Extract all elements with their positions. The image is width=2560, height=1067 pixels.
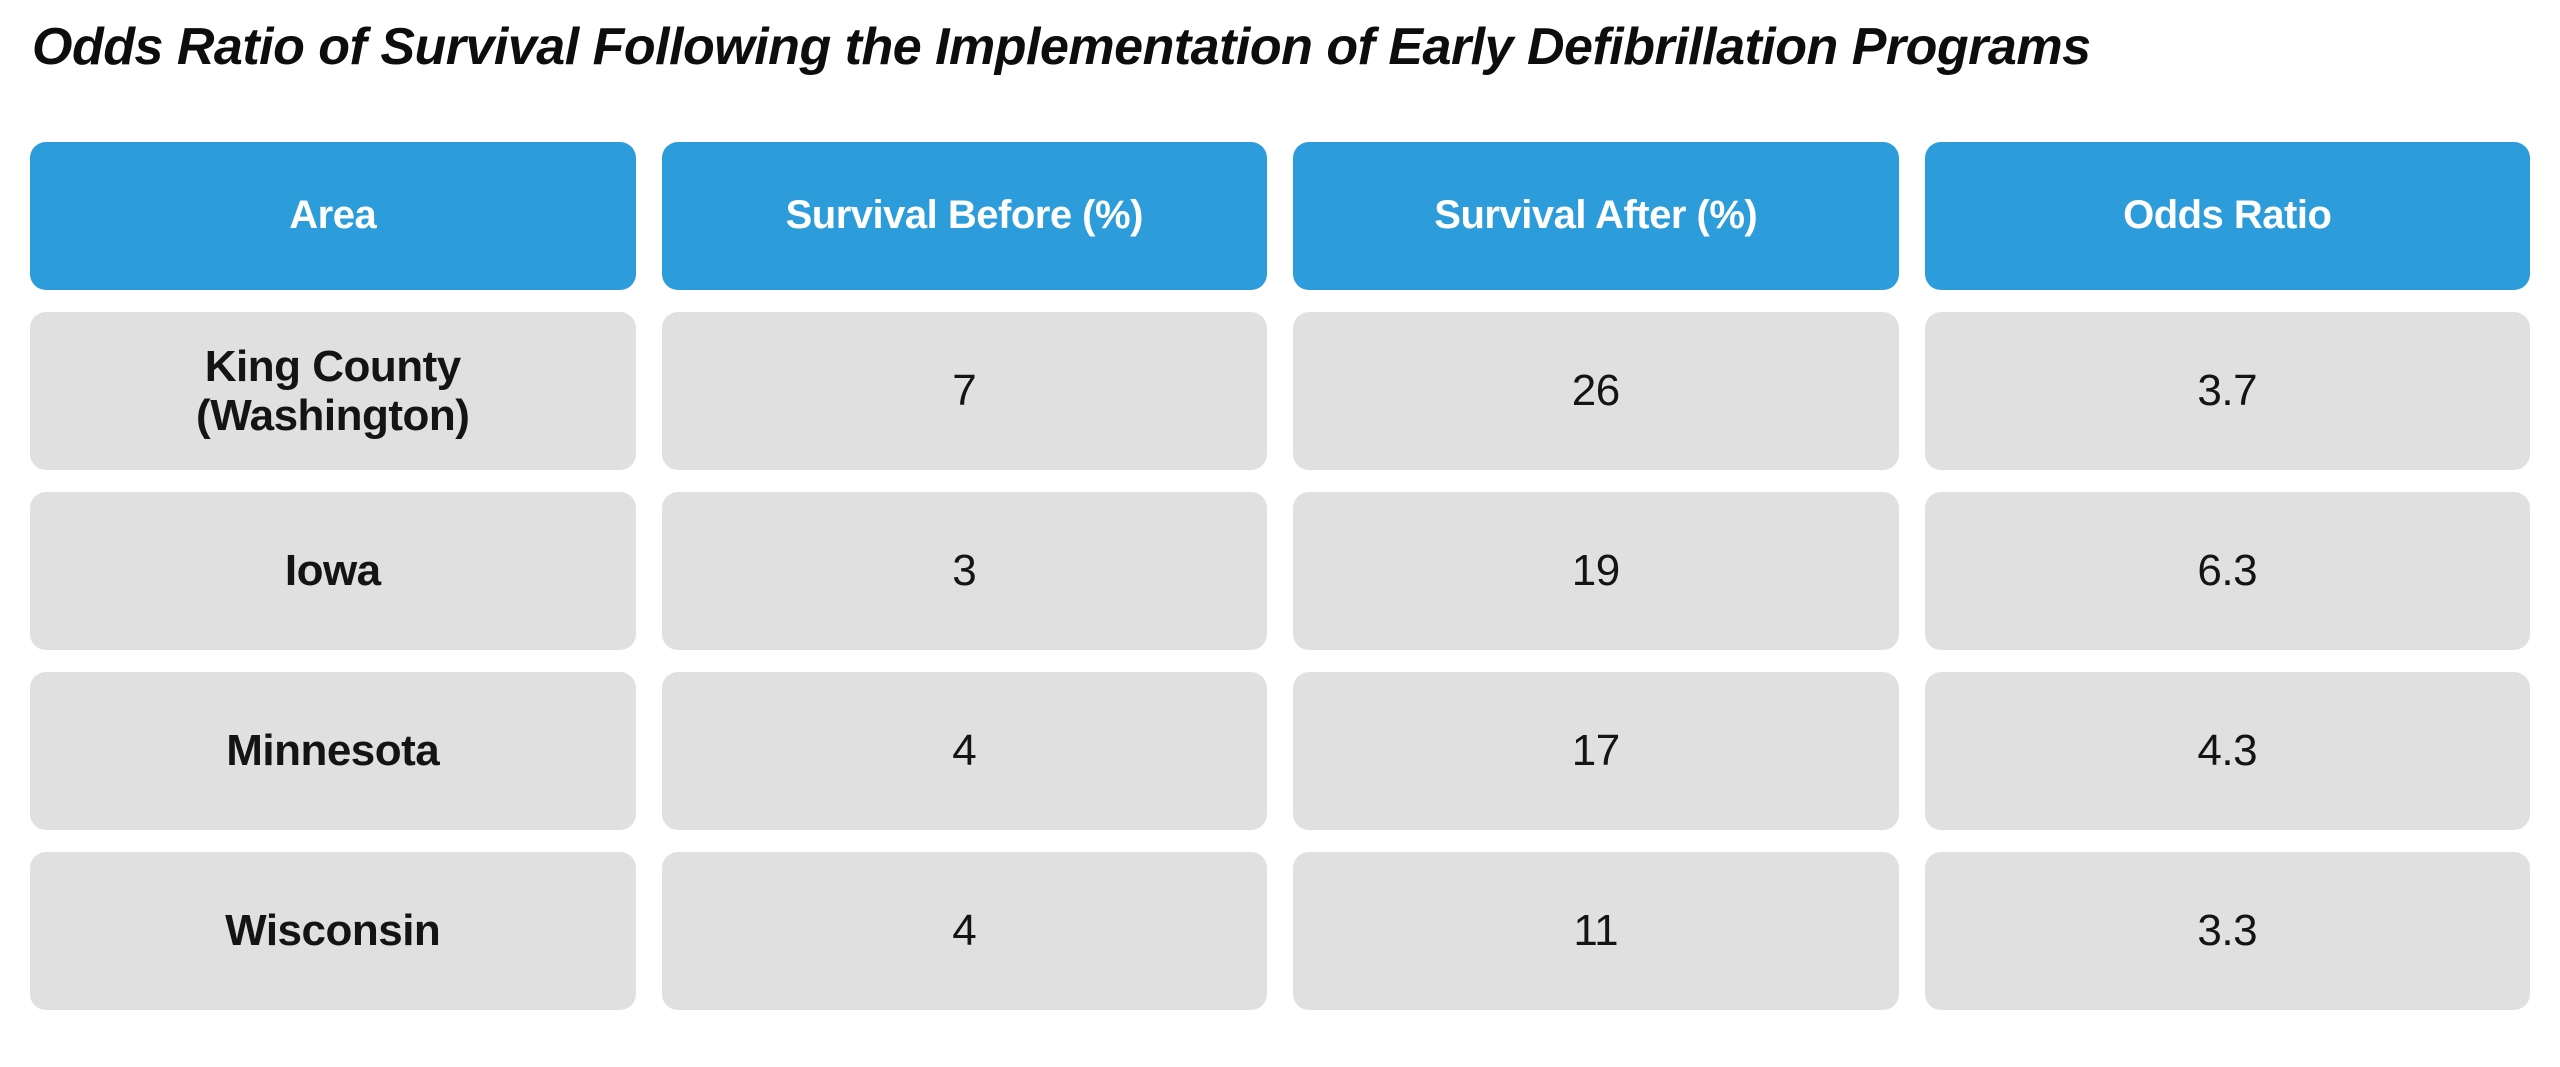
cell-odds-ratio-wisconsin: 3.3	[1924, 851, 2530, 1010]
cell-area-king-county: King County (Washington)	[30, 311, 636, 470]
cell-survival-before-king-county: 7	[661, 311, 1267, 470]
cell-survival-after-king-county: 26	[1293, 311, 1899, 470]
page-title: Odds Ratio of Survival Following the Imp…	[32, 18, 2091, 76]
cell-odds-ratio-iowa: 6.3	[1924, 491, 2530, 650]
cell-survival-before-wisconsin: 4	[661, 851, 1267, 1010]
cell-area-iowa: Iowa	[30, 491, 636, 650]
column-header-area: Area	[30, 141, 636, 290]
cell-area-wisconsin: Wisconsin	[30, 851, 636, 1010]
odds-ratio-table: Area Survival Before (%) Survival After …	[30, 141, 2530, 1010]
column-header-odds-ratio: Odds Ratio	[1924, 141, 2530, 290]
column-header-survival-after: Survival After (%)	[1293, 141, 1899, 290]
cell-survival-after-wisconsin: 11	[1293, 851, 1899, 1010]
column-header-survival-before: Survival Before (%)	[661, 141, 1267, 290]
cell-odds-ratio-minnesota: 4.3	[1924, 671, 2530, 830]
page: Odds Ratio of Survival Following the Imp…	[0, 18, 2560, 1067]
cell-survival-before-minnesota: 4	[661, 671, 1267, 830]
cell-odds-ratio-king-county: 3.7	[1924, 311, 2530, 470]
cell-survival-after-iowa: 19	[1293, 491, 1899, 650]
cell-area-minnesota: Minnesota	[30, 671, 636, 830]
cell-survival-after-minnesota: 17	[1293, 671, 1899, 830]
cell-survival-before-iowa: 3	[661, 491, 1267, 650]
